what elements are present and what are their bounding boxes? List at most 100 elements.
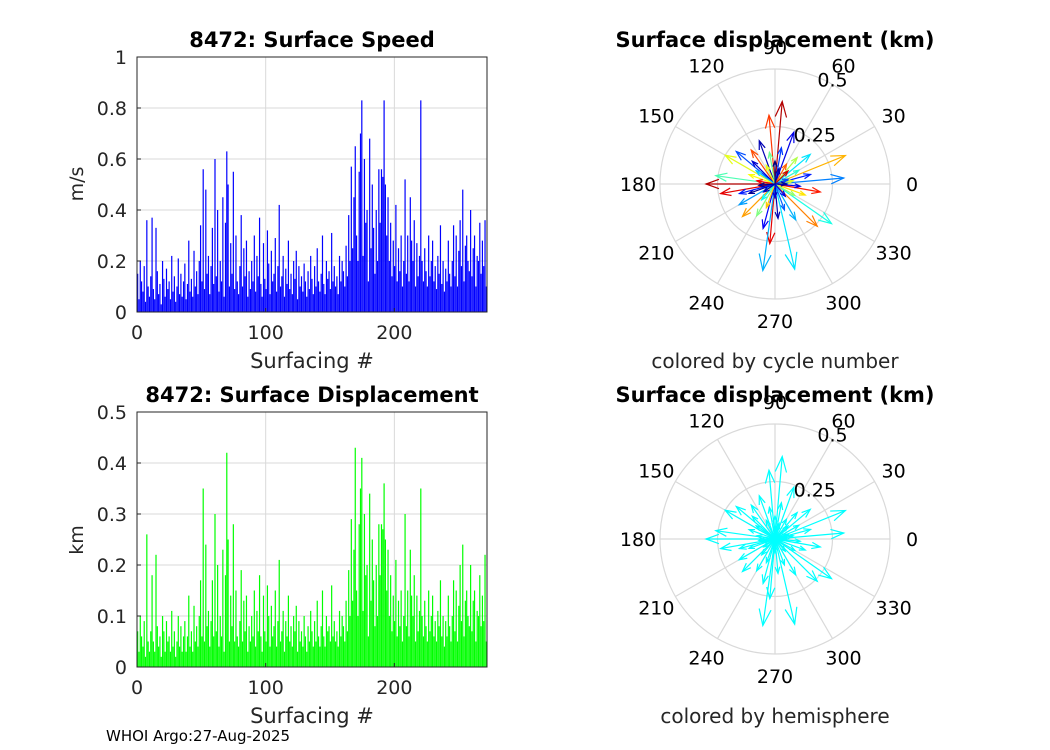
pc2-vector <box>734 505 776 540</box>
pc1-vector <box>762 183 776 193</box>
pc2-vector <box>754 524 776 540</box>
pc1-vector <box>764 113 776 185</box>
disp-xtick-label: 100 <box>248 677 284 699</box>
disp-xtick-label: 0 <box>131 677 143 699</box>
pc1-vector <box>774 183 786 212</box>
pc2-vector <box>775 536 789 542</box>
pc1-angle-label: 300 <box>825 293 861 315</box>
pc1-vector <box>774 166 781 185</box>
pc1-vector <box>774 169 801 185</box>
speed-x-ticks: 0 100 200 <box>131 308 412 344</box>
disp-xtick-label: 200 <box>376 677 412 699</box>
pc1-spoke <box>716 84 776 185</box>
pc1-vector <box>737 183 776 206</box>
pc1-vector <box>774 169 790 185</box>
pc2-vector <box>761 538 776 586</box>
pc1-vector <box>765 163 776 185</box>
speed-bars <box>137 100 487 312</box>
pc1-vector <box>741 183 776 218</box>
pc2-vector <box>774 538 819 583</box>
pc2-vector <box>750 503 776 540</box>
pc2-angle-label: 0 <box>906 529 918 551</box>
compass-cycle-title: Surface displacement (km) <box>615 28 934 52</box>
pc2-angle-label: 120 <box>688 410 724 432</box>
disp-ytick-label: 0 <box>115 657 127 679</box>
speed-title: 8472: Surface Speed <box>189 28 435 52</box>
pc2-vector <box>772 514 778 539</box>
pc2-vector <box>774 524 790 540</box>
speed-ytick-label: 1 <box>115 47 127 69</box>
pc2-vector <box>704 533 775 545</box>
pc1-vector <box>774 183 807 196</box>
displacement-title: 8472: Surface Displacement <box>145 383 478 407</box>
pc2-vector <box>764 468 776 540</box>
pc1-angle-label: 240 <box>688 293 724 315</box>
displacement-x-ticks: 0 100 200 <box>131 663 412 699</box>
disp-ytick-label: 0.3 <box>97 504 127 526</box>
speed-ytick-label: 0.4 <box>97 200 127 222</box>
pc1-vector <box>772 159 778 184</box>
speed-xtick-label: 0 <box>131 322 143 344</box>
compass-hemisphere-angle-labels: 0 30 60 90 120 150 180 210 240 270 300 330 0.25 0.5 <box>620 392 918 688</box>
pc1-vector <box>761 183 776 231</box>
pc2-angle-label: 240 <box>688 648 724 670</box>
compass-hemisphere-caption: colored by hemisphere <box>660 704 889 728</box>
pc1-vector <box>718 183 776 197</box>
pc1-vector <box>774 99 788 185</box>
pc2-vector <box>758 494 776 540</box>
pc2-vector <box>765 538 776 565</box>
pc1-vector <box>734 150 776 185</box>
speed-xtick-label: 100 <box>248 322 284 344</box>
pc2-vector <box>774 528 846 540</box>
displacement-xlabel: Surfacing # <box>250 704 374 728</box>
pc2-vector <box>774 538 807 551</box>
pc1-vector <box>774 183 798 271</box>
pc2-angle-label: 210 <box>638 598 674 620</box>
pc1-vector <box>775 181 789 187</box>
disp-ytick-label: 0.2 <box>97 555 127 577</box>
pc1-vector <box>758 183 776 273</box>
pc2-vector <box>765 518 776 540</box>
pc1-vector <box>774 183 787 198</box>
compass-cycle-panel: Surface displacement (km) 0 30 60 90 120 150 1… <box>615 28 934 373</box>
pc1-vector <box>758 139 776 185</box>
pc2-vector <box>755 538 776 573</box>
speed-gridlines <box>137 57 487 312</box>
pc2-vector <box>758 538 776 628</box>
pc1-vector <box>757 182 776 188</box>
pc2-vector <box>774 454 788 540</box>
pc2-angle-label: 330 <box>876 598 912 620</box>
displacement-panel: 8472: Surface Displacement 0 0.1 0.2 0.3 0.4… <box>66 383 488 728</box>
disp-ytick-label: 0.5 <box>97 402 127 424</box>
disp-ytick-label: 0.4 <box>97 453 127 475</box>
displacement-bars <box>137 447 487 667</box>
pc2-vector <box>755 534 776 540</box>
pc1-angle-label: 330 <box>876 243 912 265</box>
pc1-vector <box>767 150 776 185</box>
pc2-vector <box>762 538 776 548</box>
pc1-vector <box>704 178 775 190</box>
pc1-angle-label: 90 <box>763 37 787 59</box>
pc1-vector <box>747 173 776 185</box>
speed-ytick-label: 0.8 <box>97 98 127 120</box>
pc2-vector <box>774 517 788 540</box>
speed-ylabel: m/s <box>66 167 88 202</box>
compass-hemisphere-vectors <box>704 454 847 628</box>
pc2-vector <box>760 538 776 557</box>
pc1-vector <box>750 148 776 185</box>
compass-cycle-angle-labels: 0 30 60 90 120 150 180 210 240 270 300 330 0.25 0.5 <box>620 37 918 333</box>
pc2-radius-label: 0.5 <box>817 425 847 447</box>
pc2-angle-label: 60 <box>831 410 855 432</box>
pc2-vector <box>737 538 776 561</box>
speed-xtick-label: 200 <box>376 322 412 344</box>
speed-panel: 8472: Surface Speed 0 0.2 0.4 0.6 0.8 1 0 100 2… <box>66 28 488 373</box>
speed-xlabel: Surfacing # <box>250 349 374 373</box>
speed-ytick-label: 0.2 <box>97 251 127 273</box>
pc2-angle-label: 30 <box>882 461 906 483</box>
pc1-vector <box>774 183 833 225</box>
pc1-vector <box>774 130 795 185</box>
pc1-angle-label: 120 <box>688 55 724 77</box>
pc1-vector <box>774 162 788 185</box>
pc2-radius-label: 0.25 <box>794 479 836 501</box>
